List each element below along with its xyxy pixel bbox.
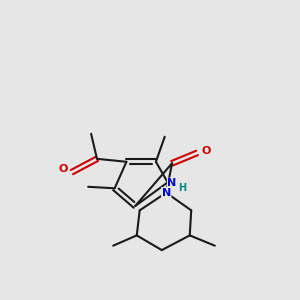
Text: O: O [58,164,68,174]
Text: N: N [167,178,177,188]
Text: N: N [162,188,171,198]
Text: H: H [178,183,187,193]
Text: O: O [202,146,211,157]
